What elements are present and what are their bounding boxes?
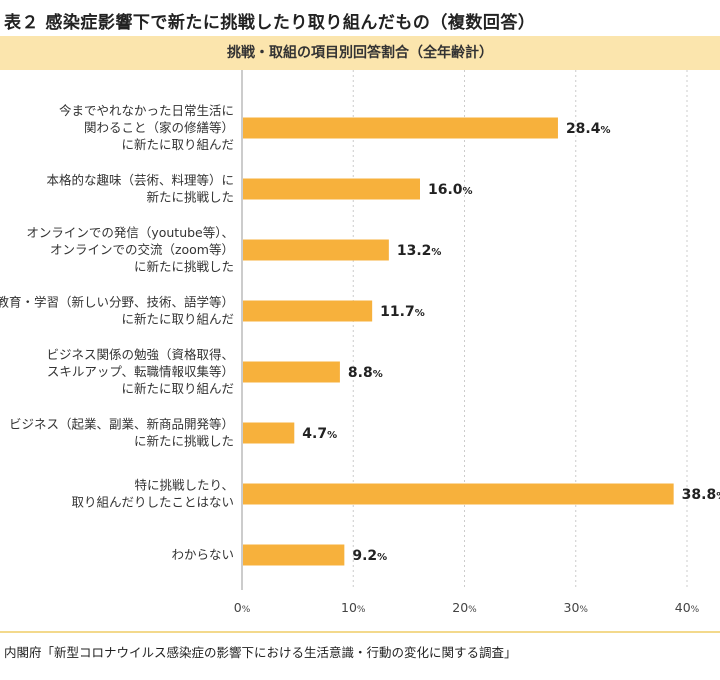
data-label: 16.0% <box>428 182 473 198</box>
source-divider <box>0 631 720 633</box>
data-label: 11.7% <box>380 304 425 320</box>
data-label: 13.2% <box>397 243 442 259</box>
x-tick-label: 30% <box>564 600 589 615</box>
bar <box>243 178 420 200</box>
data-label: 9.2% <box>352 548 387 564</box>
chart-subtitle: 挑戦・取組の項目別回答割合（全年齢計） <box>227 45 493 61</box>
x-tick-label: 40% <box>675 600 700 615</box>
data-label: 38.8% <box>682 487 720 503</box>
bar-chart: 0% 10% 20% 30% 40% 28.4% 今までやれなかった日常生活に関わること（家… <box>0 70 720 615</box>
bar <box>243 300 373 322</box>
category-label: 今までやれなかった日常生活に関わること（家の修繕等）に新たに取り組んだ <box>59 103 234 152</box>
bar <box>243 422 295 444</box>
x-tick-label: 20% <box>452 600 477 615</box>
bar <box>243 117 558 139</box>
category-label: オンラインでの発信（youtube等）、オンラインでの交流（zoom等）に新たに… <box>26 225 234 274</box>
bar <box>243 483 674 505</box>
data-label: 4.7% <box>302 426 337 442</box>
category-label: ビジネス（起業、副業、新商品開発等）に新たに挑戦した <box>9 417 234 449</box>
category-label: 本格的な趣味（芸術、料理等）に新たに挑戦した <box>46 173 234 205</box>
category-label: 特に挑戦したり、取り組んだりしたことはない <box>71 478 234 510</box>
bar <box>243 544 345 566</box>
bar <box>243 239 389 261</box>
category-label: 教育・学習（新しい分野、技術、語学等）に新たに取り組んだ <box>0 295 234 327</box>
x-tick-label: 0% <box>234 600 251 615</box>
data-label: 28.4% <box>566 121 611 137</box>
x-tick-label: 10% <box>341 600 366 615</box>
source-note: 内閣府「新型コロナウイルス感染症の影響下における生活意識・行動の変化に関する調査… <box>4 645 517 660</box>
chart-title: 表２ 感染症影響下で新たに挑戦したり取り組んだもの（複数回答） <box>4 13 536 33</box>
category-label: ビジネス関係の勉強（資格取得、スキルアップ、転職情報収集等）に新たに取り組んだ <box>46 347 234 396</box>
bar <box>243 361 340 383</box>
subtitle-bar: 挑戦・取組の項目別回答割合（全年齢計） <box>0 36 720 70</box>
data-label: 8.8% <box>348 365 383 381</box>
category-label: わからない <box>171 547 234 562</box>
